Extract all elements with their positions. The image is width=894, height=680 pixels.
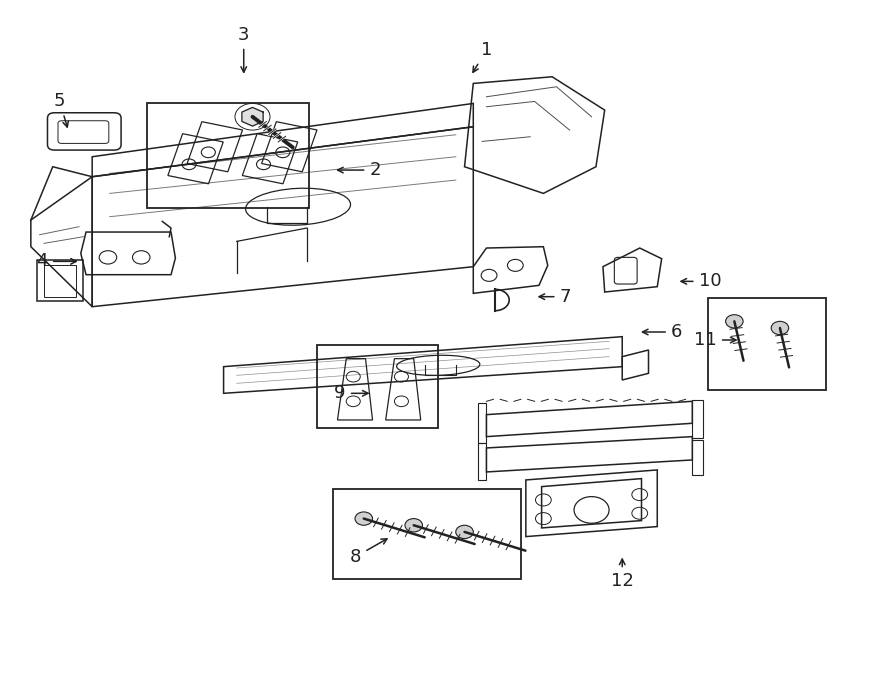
Text: 6: 6 [643, 323, 682, 341]
Text: 11: 11 [694, 331, 736, 349]
Polygon shape [242, 107, 263, 126]
Circle shape [726, 315, 743, 328]
Circle shape [456, 525, 473, 539]
Text: 7: 7 [539, 288, 571, 306]
Circle shape [405, 519, 423, 532]
Text: 5: 5 [54, 92, 68, 127]
Text: 4: 4 [37, 252, 76, 271]
Text: 3: 3 [238, 26, 249, 72]
Circle shape [772, 322, 789, 335]
Text: 1: 1 [473, 41, 492, 72]
Text: 8: 8 [350, 539, 387, 566]
Circle shape [355, 512, 373, 525]
Text: 12: 12 [611, 559, 634, 590]
Text: 9: 9 [334, 384, 368, 403]
Text: 10: 10 [681, 273, 721, 290]
Text: 2: 2 [338, 161, 381, 179]
